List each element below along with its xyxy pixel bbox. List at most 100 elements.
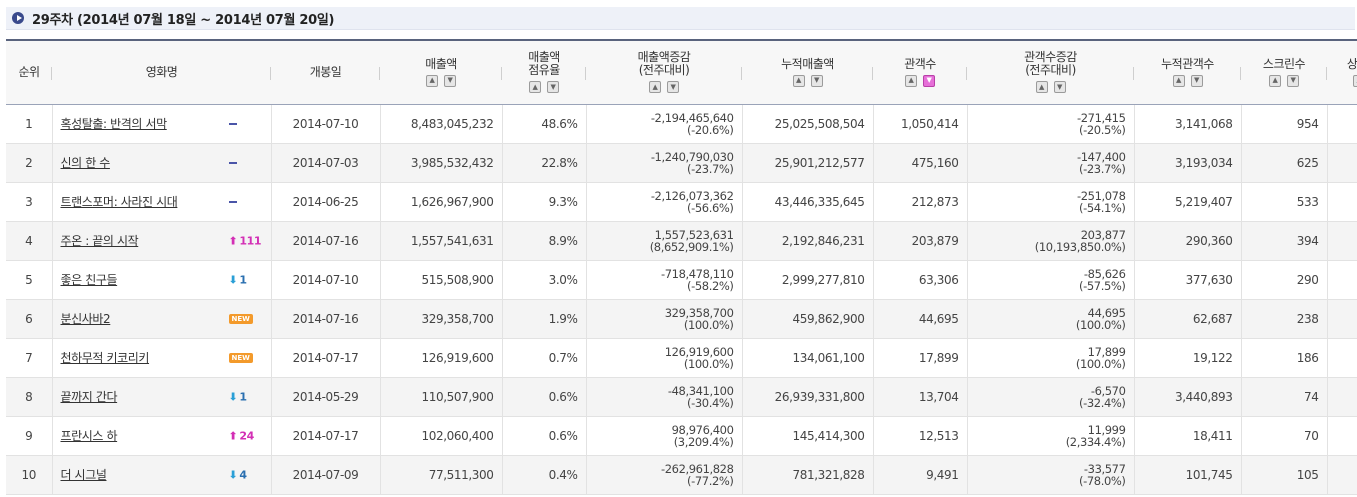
cum-audience-cell: 290,360 — [1134, 221, 1242, 261]
audience-diff-value: 203,877 — [1080, 227, 1126, 242]
shows-cell: 14,365 — [1327, 104, 1357, 144]
cum-sales-cell: 2,192,846,231 — [742, 221, 874, 261]
col-header-label: 상영횟수 — [1346, 56, 1357, 71]
sales-cell: 126,919,600 — [380, 338, 503, 378]
sales-diff-cell: 329,358,700 (100.0%) — [586, 299, 743, 339]
rank-cell: 7 — [6, 338, 53, 378]
rank-change: NEW — [228, 313, 253, 324]
audience-diff-percent: (-20.5%) — [1079, 122, 1126, 137]
open-date-cell: 2014-07-17 — [271, 416, 381, 456]
shows-cell: 1,808 — [1327, 299, 1357, 339]
sales-diff-value: -1,240,790,030 — [650, 149, 734, 164]
sort-descending-icon[interactable]: ▼ — [444, 74, 456, 87]
sort-buttons: ▲▼ — [873, 74, 967, 87]
sort-ascending-icon[interactable]: ▲ — [529, 81, 541, 94]
cum-audience-cell: 377,630 — [1134, 260, 1242, 300]
cum-sales-cell: 43,446,335,645 — [742, 182, 874, 222]
sort-ascending-icon[interactable]: ▲ — [792, 74, 805, 87]
audience-diff-percent: (-32.4%) — [1079, 395, 1126, 410]
sort-ascending-icon[interactable]: ▲ — [649, 81, 661, 94]
rank-change: ⬆ 111 — [229, 234, 262, 247]
open-date-cell: 2014-06-25 — [271, 182, 381, 222]
sales-cell: 3,985,532,432 — [380, 143, 503, 183]
cum-sales-cell: 26,939,331,800 — [742, 377, 874, 417]
cum-audience-cell: 19,122 — [1134, 338, 1242, 378]
audience-diff-cell: -33,577 (-78.0%) — [967, 455, 1135, 495]
movie-title-link[interactable]: 트랜스포머: 사라진 시대 — [60, 195, 178, 209]
sales-diff-cell: 1,557,523,631 (8,652,909.1%) — [586, 221, 743, 261]
sales-diff-cell: 98,976,400 (3,209.4%) — [586, 416, 743, 456]
col-header-label: 순위 — [18, 64, 40, 79]
col-header-sublabel: (전주대비) — [638, 63, 690, 78]
movie-title-link[interactable]: 혹성탈출: 반격의 서막 — [60, 117, 168, 131]
sort-descending-icon[interactable]: ▼ — [1287, 74, 1299, 87]
sort-ascending-icon[interactable]: ▲ — [1269, 74, 1281, 87]
col-header-rank: 순위 — [6, 40, 52, 105]
sort-descending-icon[interactable]: ▼ — [1190, 74, 1203, 87]
sort-descending-icon[interactable]: ▼ — [547, 81, 559, 94]
audience-diff-value: -147,400 — [1076, 149, 1126, 164]
movie-title-link[interactable]: 더 시그널 — [60, 468, 107, 482]
shows-cell: 751 — [1327, 338, 1357, 378]
col-header-screens: 스크린수 ▲ ▼ — [1241, 40, 1327, 105]
share-cell: 0.6% — [502, 416, 587, 456]
sort-descending-icon[interactable]: ▼ — [810, 74, 823, 87]
shows-cell: 5,090 — [1327, 182, 1357, 222]
sort-buttons: ▲▼ — [380, 74, 502, 87]
audience-diff-value: -251,078 — [1076, 188, 1126, 203]
sort-ascending-icon[interactable]: ▲ — [905, 74, 917, 87]
col-header-sublabel: 점유율 — [528, 63, 560, 78]
sort-ascending-icon[interactable]: ▲ — [1353, 74, 1357, 87]
sort-descending-icon[interactable]: ▼ — [923, 74, 935, 87]
col-separator — [1240, 67, 1241, 80]
sort-descending-icon[interactable]: ▼ — [667, 81, 679, 94]
audience-cell: 13,704 — [873, 377, 968, 417]
audience-cell: 203,879 — [873, 221, 968, 261]
audience-cell: 44,695 — [873, 299, 968, 339]
sort-ascending-icon[interactable]: ▲ — [426, 74, 438, 87]
sort-buttons: ▲▼ — [1327, 74, 1357, 87]
screens-cell: 394 — [1241, 221, 1328, 261]
rank-cell: 3 — [6, 182, 53, 222]
audience-diff-value: -33,577 — [1083, 461, 1126, 476]
movie-title-link[interactable]: 신의 한 수 — [60, 156, 111, 170]
open-date-cell: 2014-07-03 — [271, 143, 381, 183]
audience-diff-percent: (-23.7%) — [1079, 161, 1126, 176]
title-cell: 천하무적 키코리키 NEW — [52, 338, 272, 378]
col-header-label: 매출액 — [425, 56, 457, 71]
audience-diff-percent: (-54.1%) — [1079, 200, 1126, 215]
title-cell: 좋은 친구들 ⬇ 1 — [52, 260, 272, 300]
sort-buttons: ▲▼ — [502, 81, 586, 94]
movie-title-link[interactable]: 좋은 친구들 — [60, 273, 118, 287]
rank-change-value: 24 — [239, 429, 254, 442]
audience-diff-cell: 203,877 (10,193,850.0%) — [967, 221, 1135, 261]
shows-cell: 5,363 — [1327, 221, 1357, 261]
col-header-sales-diff: 매출액증감 (전주대비) ▲ ▼ — [586, 40, 742, 105]
shows-cell: 2,297 — [1327, 260, 1357, 300]
movie-title-link[interactable]: 프란시스 하 — [60, 429, 118, 443]
title-cell: 트랜스포머: 사라진 시대 — [52, 182, 272, 222]
cum-sales-cell: 459,862,900 — [742, 299, 874, 339]
rank-down-arrow-icon: ⬇ — [228, 273, 238, 286]
sort-ascending-icon[interactable]: ▲ — [1172, 74, 1185, 87]
movie-title-link[interactable]: 끝까지 간다 — [60, 390, 118, 404]
sort-ascending-icon[interactable]: ▲ — [1035, 81, 1048, 94]
cum-audience-cell: 62,687 — [1134, 299, 1242, 339]
audience-diff-percent: (2,334.4%) — [1065, 434, 1126, 449]
sales-diff-value: 126,919,600 — [664, 344, 734, 359]
sales-cell: 1,557,541,631 — [380, 221, 503, 261]
col-header-cum-sales: 누적매출액 ▲ ▼ — [742, 40, 873, 105]
table-row: 8 끝까지 간다 ⬇ 1 2014-05-29 110,507,900 0.6% -48,34… — [6, 377, 1357, 417]
movie-title-link[interactable]: 분신사바2 — [60, 312, 111, 326]
open-date-cell: 2014-07-09 — [271, 455, 381, 495]
movie-title-link[interactable]: 주온 : 끝의 시작 — [60, 234, 139, 248]
rank-change — [228, 200, 237, 203]
movie-title-link[interactable]: 천하무적 키코리키 — [60, 351, 150, 365]
rank-change: ⬆ 24 — [229, 429, 255, 442]
audience-cell: 63,306 — [873, 260, 968, 300]
sales-cell: 1,626,967,900 — [380, 182, 503, 222]
audience-diff-percent: (100.0%) — [1075, 356, 1126, 371]
cum-audience-cell: 101,745 — [1134, 455, 1242, 495]
share-cell: 9.3% — [502, 182, 587, 222]
sort-descending-icon[interactable]: ▼ — [1053, 81, 1066, 94]
